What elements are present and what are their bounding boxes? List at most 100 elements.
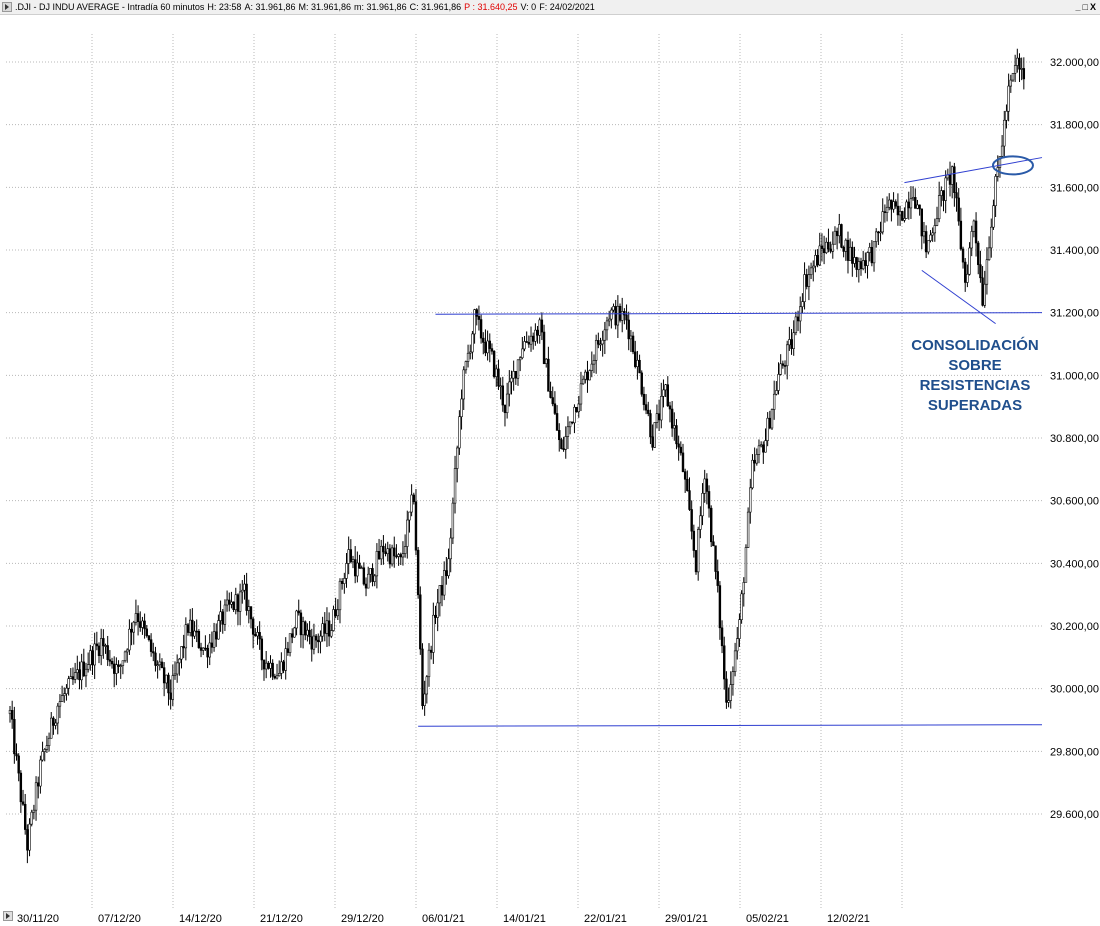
candle-body <box>512 371 515 379</box>
candle-body <box>434 614 437 618</box>
candle-body <box>614 306 617 326</box>
candle-body <box>796 316 800 322</box>
candle-body <box>310 636 313 650</box>
annotation-line: RESISTENCIAS <box>920 377 1031 394</box>
candle-body <box>759 444 763 447</box>
candle-body <box>52 717 55 726</box>
candle-body <box>588 370 591 381</box>
minimize-icon[interactable]: _ <box>1075 2 1081 12</box>
candle-body <box>256 632 259 637</box>
candle-body <box>503 404 507 414</box>
candle-body <box>866 252 869 266</box>
candle-body <box>338 580 342 611</box>
y-tick-label: 30.000,00 <box>1050 684 1099 696</box>
candle-body <box>575 406 578 413</box>
candle-body <box>799 306 802 322</box>
candle-body <box>175 662 179 675</box>
candle-body <box>482 337 485 343</box>
candle-body <box>115 664 118 674</box>
candle-body <box>848 246 852 261</box>
candle-body <box>1007 85 1010 112</box>
candle-body <box>662 389 665 397</box>
candle-body <box>63 693 66 696</box>
candle-body <box>384 551 387 555</box>
candle-body <box>401 553 405 558</box>
candle-body <box>76 669 79 673</box>
candle-body <box>17 755 20 774</box>
candle-body <box>19 772 23 803</box>
window-controls: _ □ X <box>1076 0 1096 14</box>
x-tick-label: 07/12/20 <box>98 913 141 925</box>
candle-body <box>60 695 64 702</box>
candle-body <box>829 248 832 252</box>
candle-body <box>282 661 285 671</box>
candle-body <box>898 211 902 216</box>
candle-body <box>983 283 986 306</box>
candle-body <box>21 801 25 805</box>
candle-body <box>416 549 420 596</box>
candle-body <box>701 492 704 517</box>
candle-body <box>553 403 557 414</box>
candle-body <box>534 329 537 342</box>
candle-body <box>1020 68 1023 70</box>
candle-body <box>634 351 637 367</box>
candle-body <box>325 620 329 634</box>
candle-body <box>940 190 943 196</box>
candle-body <box>888 199 891 208</box>
chart-window-titlebar: .DJI - DJ INDU AVERAGE - Intradía 60 min… <box>0 0 1100 15</box>
title-part: H: 23:58 <box>207 2 242 12</box>
candle-body <box>562 448 565 450</box>
candle-body <box>508 381 511 395</box>
candle-body <box>679 446 683 454</box>
price-chart[interactable]: 29.600,00 29.800,00 30.000,00 30.200,00 30.4… <box>0 14 1100 926</box>
candle-body <box>403 546 407 554</box>
candle-body <box>616 305 620 326</box>
candle-body <box>566 426 570 437</box>
candle-body <box>126 649 129 653</box>
candle-body <box>688 490 691 510</box>
candle-body <box>716 571 719 586</box>
candle-body <box>644 404 648 411</box>
candle-body <box>386 548 389 555</box>
candle-body <box>916 204 919 209</box>
candle-body <box>271 662 274 677</box>
x-tick-label: 22/01/21 <box>584 913 627 925</box>
candle-body <box>178 658 181 664</box>
candle-body <box>34 782 38 811</box>
candle-body <box>23 803 27 830</box>
candle-body <box>95 643 99 647</box>
candle-body <box>686 478 689 491</box>
candle-body <box>733 650 737 672</box>
restore-icon[interactable]: □ <box>1082 2 1088 12</box>
candle-body <box>171 675 175 700</box>
close-icon[interactable]: X <box>1089 2 1096 12</box>
candle-body <box>948 174 952 185</box>
candle-body <box>762 444 765 453</box>
candle-body <box>317 639 320 643</box>
candle-body <box>937 195 941 220</box>
candle-body <box>330 630 333 637</box>
candle-body <box>449 537 452 560</box>
candle-body <box>607 318 611 322</box>
candle-body <box>505 393 509 414</box>
candle-body <box>803 274 806 302</box>
candle-body <box>818 245 821 266</box>
candle-body <box>269 662 272 669</box>
candle-body <box>99 638 103 656</box>
candle-body <box>238 591 242 612</box>
candle-body <box>347 549 350 564</box>
y-tick-label: 29.800,00 <box>1050 746 1099 758</box>
trend-line-resistance <box>435 312 1043 315</box>
titlebar-arrow-icon[interactable] <box>2 1 12 12</box>
candle-body <box>885 206 889 213</box>
candle-body <box>625 314 628 321</box>
scroll-left-icon[interactable] <box>3 911 13 921</box>
candle-body <box>245 583 248 611</box>
candle-body <box>343 578 346 584</box>
candle-body <box>462 369 465 400</box>
candle-body <box>432 614 435 653</box>
candle-body <box>981 277 984 306</box>
candle-body <box>807 274 811 287</box>
candle-body <box>703 478 706 494</box>
candle-body <box>442 570 446 596</box>
